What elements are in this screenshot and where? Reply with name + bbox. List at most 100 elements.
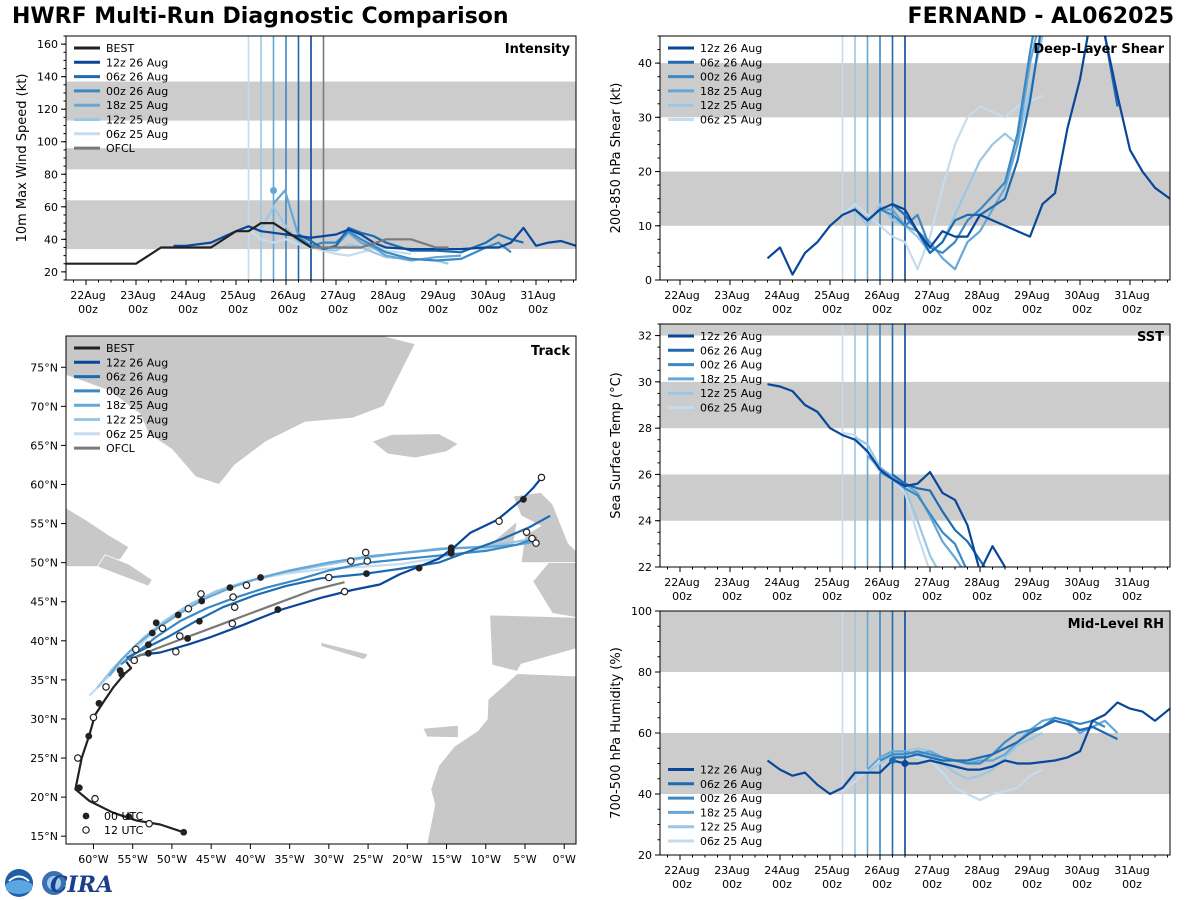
legend-label-18z-25-aug: 18z 25 Aug xyxy=(700,85,762,98)
sst-panel: 22242628303222Aug00z23Aug00z24Aug00z25Au… xyxy=(609,323,1171,603)
track-point-12utc xyxy=(347,557,355,565)
track-point-00utc xyxy=(125,813,133,821)
track-point-00utc xyxy=(198,597,206,605)
track-ytick-label: 60°N xyxy=(30,478,58,491)
intensity-xtick-label: 25Aug xyxy=(220,289,255,302)
intensity-ytick-label: 40 xyxy=(44,233,58,246)
legend-label-06z-26-aug: 06z 26 Aug xyxy=(106,371,168,384)
shear-series-12z-26-aug xyxy=(766,36,1170,276)
track-ytick-label: 20°N xyxy=(30,791,58,804)
track-xtick-label: 30°W xyxy=(314,853,344,866)
shear-xtick-sublabel: 00z xyxy=(972,303,992,316)
legend-label-06z-26-aug: 06z 26 Aug xyxy=(700,778,762,791)
shear-band-1 xyxy=(660,63,1170,118)
intensity-ytick-label: 80 xyxy=(44,168,58,181)
track-panel-title: Track xyxy=(531,344,570,359)
legend-label-ofcl: OFCL xyxy=(106,142,136,155)
intensity-xtick-sublabel: 00z xyxy=(328,303,348,316)
intensity-panel-title: Intensity xyxy=(505,42,571,57)
intensity-xtick-label: 30Aug xyxy=(470,289,505,302)
track-point-00utc xyxy=(274,606,282,613)
track-ytick-label: 55°N xyxy=(30,518,58,531)
track-xtick-label: 60°W xyxy=(78,853,108,866)
legend-label-18z-25-aug: 18z 25 Aug xyxy=(106,99,168,112)
legend-label-12z-26-aug: 12z 26 Aug xyxy=(700,764,762,777)
rh-xtick-sublabel: 00z xyxy=(1072,878,1092,891)
legend-label-12z-25-aug: 12z 25 Aug xyxy=(106,414,168,427)
track-xtick-label: 20°W xyxy=(392,853,422,866)
rh-xtick-label: 25Aug xyxy=(814,864,849,877)
rh-xtick-sublabel: 00z xyxy=(922,878,942,891)
legend-label-00z-26-aug: 00z 26 Aug xyxy=(700,792,762,805)
rh-xtick-sublabel: 00z xyxy=(1022,878,1042,891)
intensity-ytick-label: 160 xyxy=(37,38,58,51)
shear-xtick-sublabel: 00z xyxy=(822,303,842,316)
track-ytick-label: 50°N xyxy=(30,557,58,570)
shear-plot-area xyxy=(660,36,1170,280)
track-point-00utc xyxy=(152,619,160,627)
rh-xtick-label: 22Aug xyxy=(664,864,699,877)
track-xtick-label: 0°W xyxy=(553,853,576,866)
track-xtick-label: 25°W xyxy=(353,853,383,866)
agency-logos: CIRA xyxy=(5,869,113,898)
intensity-xtick-label: 22Aug xyxy=(70,289,105,302)
track-point-00utc xyxy=(257,574,264,581)
shear-ytick-label: 10 xyxy=(638,220,652,233)
legend-label-06z-25-aug: 06z 25 Aug xyxy=(700,402,762,415)
track-ytick-label: 30°N xyxy=(30,713,58,726)
track-point-12utc xyxy=(102,683,110,691)
sst-series-18z-25-aug xyxy=(866,455,963,567)
sst-xtick-sublabel: 00z xyxy=(872,590,892,603)
rh-ytick-label: 20 xyxy=(638,849,652,862)
legend-marker-00utc xyxy=(82,812,90,820)
track-point-00utc xyxy=(447,549,455,557)
sst-xtick-label: 31Aug xyxy=(1114,576,1149,589)
track-point-00utc xyxy=(415,564,423,572)
sst-plot-area xyxy=(660,324,1170,567)
britain-land xyxy=(512,491,576,563)
shear-xtick-sublabel: 00z xyxy=(722,303,742,316)
sst-xtick-sublabel: 00z xyxy=(1122,590,1142,603)
intensity-ylabel: 10m Max Wind Speed (kt) xyxy=(15,74,30,243)
africa-land xyxy=(426,673,576,844)
intensity-ytick-label: 60 xyxy=(44,201,58,214)
rh-marker-12z-26-aug xyxy=(901,760,909,767)
intensity-xtick-sublabel: 00z xyxy=(128,303,148,316)
svg-text:CIRA: CIRA xyxy=(50,872,113,898)
rh-ytick-label: 80 xyxy=(638,666,652,679)
track-point-00utc xyxy=(195,617,203,625)
legend-label-12utc: 12 UTC xyxy=(104,824,144,837)
track-point-12utc xyxy=(363,557,372,565)
track-point-12utc xyxy=(172,647,180,656)
shear-xtick-sublabel: 00z xyxy=(1022,303,1042,316)
intensity-xtick-label: 29Aug xyxy=(420,289,455,302)
shear-xtick-sublabel: 00z xyxy=(672,303,692,316)
track-xtick-label: 15°W xyxy=(431,853,461,866)
sst-series-12z-26-aug xyxy=(767,383,1007,567)
rh-panel-title: Mid-Level RH xyxy=(1068,617,1164,632)
shear-xtick-sublabel: 00z xyxy=(1122,303,1142,316)
sst-xtick-label: 24Aug xyxy=(764,576,799,589)
legend-label-12z-26-aug: 12z 26 Aug xyxy=(106,56,168,69)
track-xtick-label: 55°W xyxy=(118,853,148,866)
track-point-12utc xyxy=(230,603,239,611)
rh-xtick-label: 27Aug xyxy=(914,864,949,877)
track-series-18z-25-aug xyxy=(108,540,537,677)
sst-ytick-label: 24 xyxy=(638,515,652,528)
track-ytick-label: 40°N xyxy=(30,635,58,648)
intensity-xtick-label: 28Aug xyxy=(370,289,405,302)
shear-xtick-label: 24Aug xyxy=(764,289,799,302)
sst-ytick-label: 30 xyxy=(638,376,652,389)
track-ytick-label: 75°N xyxy=(30,361,58,374)
rh-xtick-sublabel: 00z xyxy=(1122,878,1142,891)
track-point-12utc xyxy=(184,604,193,613)
sst-xtick-sublabel: 00z xyxy=(922,590,942,603)
rh-xtick-sublabel: 00z xyxy=(872,878,892,891)
shear-xtick-label: 30Aug xyxy=(1064,289,1099,302)
shear-xtick-label: 29Aug xyxy=(1014,289,1049,302)
iceland-land xyxy=(371,433,460,459)
shear-series-06z-26-aug xyxy=(891,36,1119,254)
legend-label-12z-26-aug: 12z 26 Aug xyxy=(700,42,762,55)
track-point-00utc xyxy=(447,544,455,552)
